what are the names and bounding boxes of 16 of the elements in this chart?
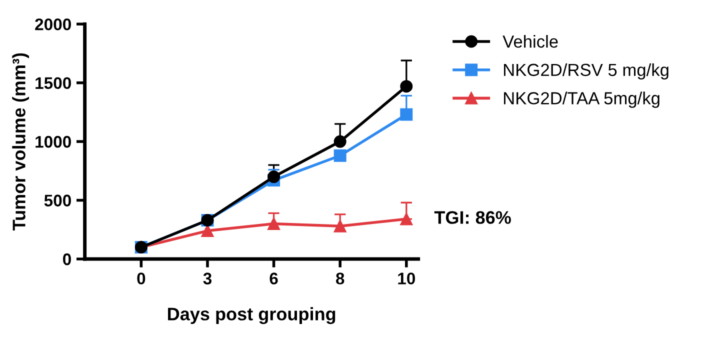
x-axis-title: Days post grouping: [168, 307, 336, 324]
y-tick-label: 1500: [36, 77, 71, 90]
x-tick-label: 10: [398, 272, 415, 284]
y-axis-title: Tumor volume (mm³): [12, 53, 29, 230]
x-tick-label: 8: [336, 272, 344, 284]
y-tick-label: 2000: [35, 18, 71, 30]
annotation: TGI: 86%: [434, 211, 511, 224]
x-tick-label: 6: [270, 272, 278, 284]
x-tick-label: 3: [203, 272, 212, 284]
legend-label: NKG2D/TAA 5mg/kg: [504, 92, 660, 108]
legend-label: NKG2D/RSV 5 mg/kg: [504, 63, 668, 80]
y-tick-label: 1000: [36, 136, 71, 148]
y-tick-label: 500: [44, 194, 71, 206]
y-tick-label: 0: [63, 253, 71, 266]
x-tick-label: 0: [137, 272, 146, 284]
legend-label: Vehicle: [502, 34, 558, 48]
